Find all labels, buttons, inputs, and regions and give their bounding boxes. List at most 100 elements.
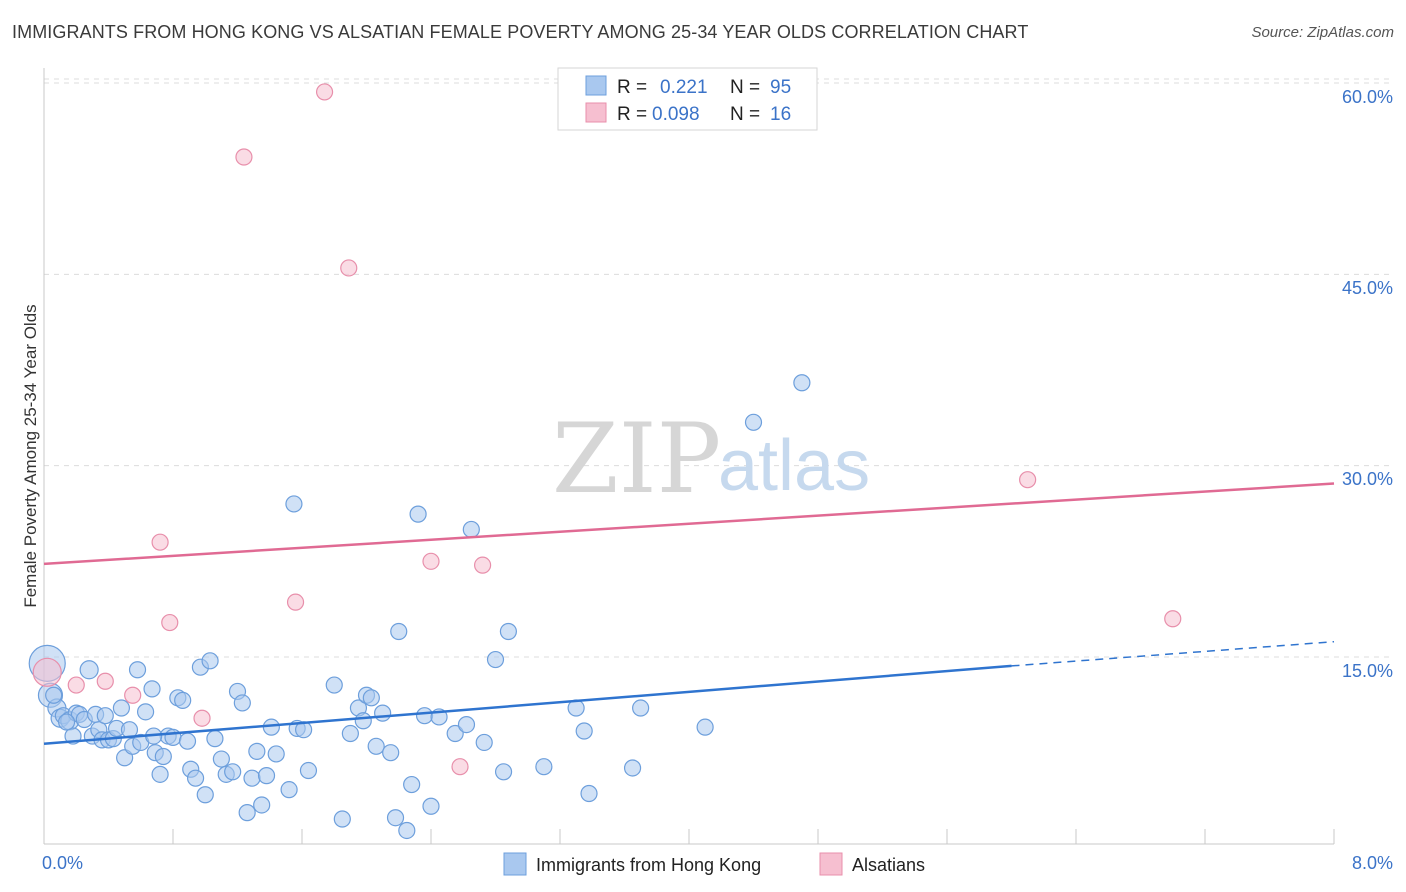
hong-kong-point	[386, 809, 405, 827]
hong-kong-point	[333, 810, 351, 828]
hong-kong-point	[143, 680, 161, 698]
x-tick-label-min: 0.0%	[42, 853, 83, 873]
alsatian-point	[286, 593, 305, 611]
stats-n-label: N =	[730, 104, 760, 125]
y-axis-title: Female Poverty Among 25-34 Year Olds	[21, 304, 40, 607]
y-tick-labels: 15.0% 30.0% 45.0% 60.0%	[1342, 87, 1393, 681]
hong-kong-point	[178, 732, 197, 750]
alsatian-point	[96, 672, 114, 690]
alsatians-trend-line	[43, 482, 1335, 566]
hong-kong-point	[299, 761, 318, 780]
stats-n-label: N =	[730, 77, 760, 98]
stats-n-value: 16	[770, 104, 791, 125]
hong-kong-point	[535, 758, 553, 776]
hong-kong-point	[475, 733, 493, 752]
alsatian-point	[235, 148, 253, 166]
hong-kong-trend-extension	[1011, 640, 1335, 667]
stats-r-label: R =	[617, 77, 647, 98]
legend-label-hong-kong: Immigrants from Hong Kong	[536, 855, 761, 875]
hong-kong-point	[494, 763, 513, 781]
hong-kong-point	[112, 699, 131, 717]
hong-kong-point	[403, 775, 421, 794]
hong-kong-point	[285, 495, 303, 513]
alsatian-point	[315, 83, 334, 101]
hong-kong-point	[45, 686, 63, 704]
alsatian-point	[151, 533, 169, 551]
hong-kong-point	[238, 804, 256, 822]
chart-title: IMMIGRANTS FROM HONG KONG VS ALSATIAN FE…	[12, 22, 1029, 42]
hong-kong-point	[151, 765, 169, 783]
legend-label-alsatians: Alsatians	[852, 855, 925, 875]
gridlines	[44, 78, 1394, 658]
hong-kong-point	[632, 699, 650, 717]
alsatian-point	[1019, 471, 1037, 489]
watermark-zip: ZIP	[552, 403, 721, 515]
hong-kong-point	[415, 707, 434, 725]
hong-kong-point	[96, 707, 114, 725]
hong-kong-point	[486, 650, 505, 669]
hong-kong-point	[362, 689, 380, 707]
hong-kong-trend-line	[43, 664, 1012, 745]
hong-kong-point	[243, 769, 261, 787]
stats-swatch-pink	[585, 102, 607, 123]
hong-kong-point	[744, 413, 763, 431]
stats-r-value: 0.098	[652, 104, 700, 125]
alsatian-point	[474, 556, 492, 574]
legend-swatch-alsatians	[819, 852, 843, 876]
y-tick-label: 30.0%	[1342, 469, 1393, 489]
series-alsatians-points	[32, 83, 1182, 776]
hong-kong-point	[422, 797, 440, 815]
hong-kong-point	[446, 724, 464, 743]
hong-kong-point	[201, 652, 219, 670]
hong-kong-point	[793, 374, 811, 392]
stats-r-label: R =	[617, 104, 647, 125]
hong-kong-point	[248, 742, 266, 760]
hong-kong-point	[580, 784, 598, 803]
hong-kong-point	[233, 694, 251, 712]
hong-kong-point	[79, 660, 99, 680]
hong-kong-point	[224, 763, 242, 781]
hong-kong-point	[257, 767, 276, 785]
hong-kong-point	[457, 716, 476, 734]
alsatian-point	[422, 552, 440, 570]
stats-swatch-blue	[585, 75, 607, 96]
y-tick-label: 60.0%	[1342, 87, 1393, 107]
legend-swatch-hong-kong	[503, 852, 527, 876]
trend-lines	[43, 482, 1335, 745]
hong-kong-point	[623, 759, 642, 777]
hong-kong-point	[128, 661, 147, 679]
alsatian-point	[451, 758, 469, 776]
hong-kong-point	[267, 745, 285, 763]
x-tick-label-max: 8.0%	[1352, 853, 1393, 873]
hong-kong-point	[367, 737, 385, 755]
alsatian-point	[161, 613, 179, 632]
y-tick-label: 15.0%	[1342, 661, 1393, 681]
bottom-legend: Immigrants from Hong Kong Alsatians	[503, 852, 925, 876]
hong-kong-point	[174, 691, 192, 709]
alsatian-point	[193, 709, 211, 727]
stats-legend: R = 0.221 N = 95 R = 0.098 N = 16	[557, 67, 818, 131]
hong-kong-point	[186, 769, 205, 787]
hong-kong-point	[390, 622, 408, 641]
hong-kong-point	[212, 750, 230, 768]
hong-kong-point	[341, 724, 359, 743]
source-label: Source: ZipAtlas.com	[1251, 24, 1394, 41]
hong-kong-point	[154, 747, 172, 766]
hong-kong-point	[499, 622, 517, 641]
stats-n-value: 95	[770, 77, 791, 98]
hong-kong-point	[409, 505, 427, 523]
watermark: ZIP atlas	[552, 403, 870, 515]
alsatian-point	[1164, 610, 1182, 628]
alsatian-point	[340, 259, 358, 277]
alsatian-point	[124, 686, 142, 704]
hong-kong-point	[382, 744, 400, 762]
alsatian-point	[67, 676, 85, 694]
hong-kong-point	[253, 796, 271, 814]
hong-kong-point	[280, 781, 298, 799]
x-axis-ticks	[43, 829, 1335, 844]
hong-kong-point	[374, 704, 392, 722]
hong-kong-point	[696, 718, 714, 736]
watermark-atlas: atlas	[718, 426, 870, 506]
hong-kong-point	[325, 676, 343, 694]
hong-kong-point	[57, 713, 76, 731]
